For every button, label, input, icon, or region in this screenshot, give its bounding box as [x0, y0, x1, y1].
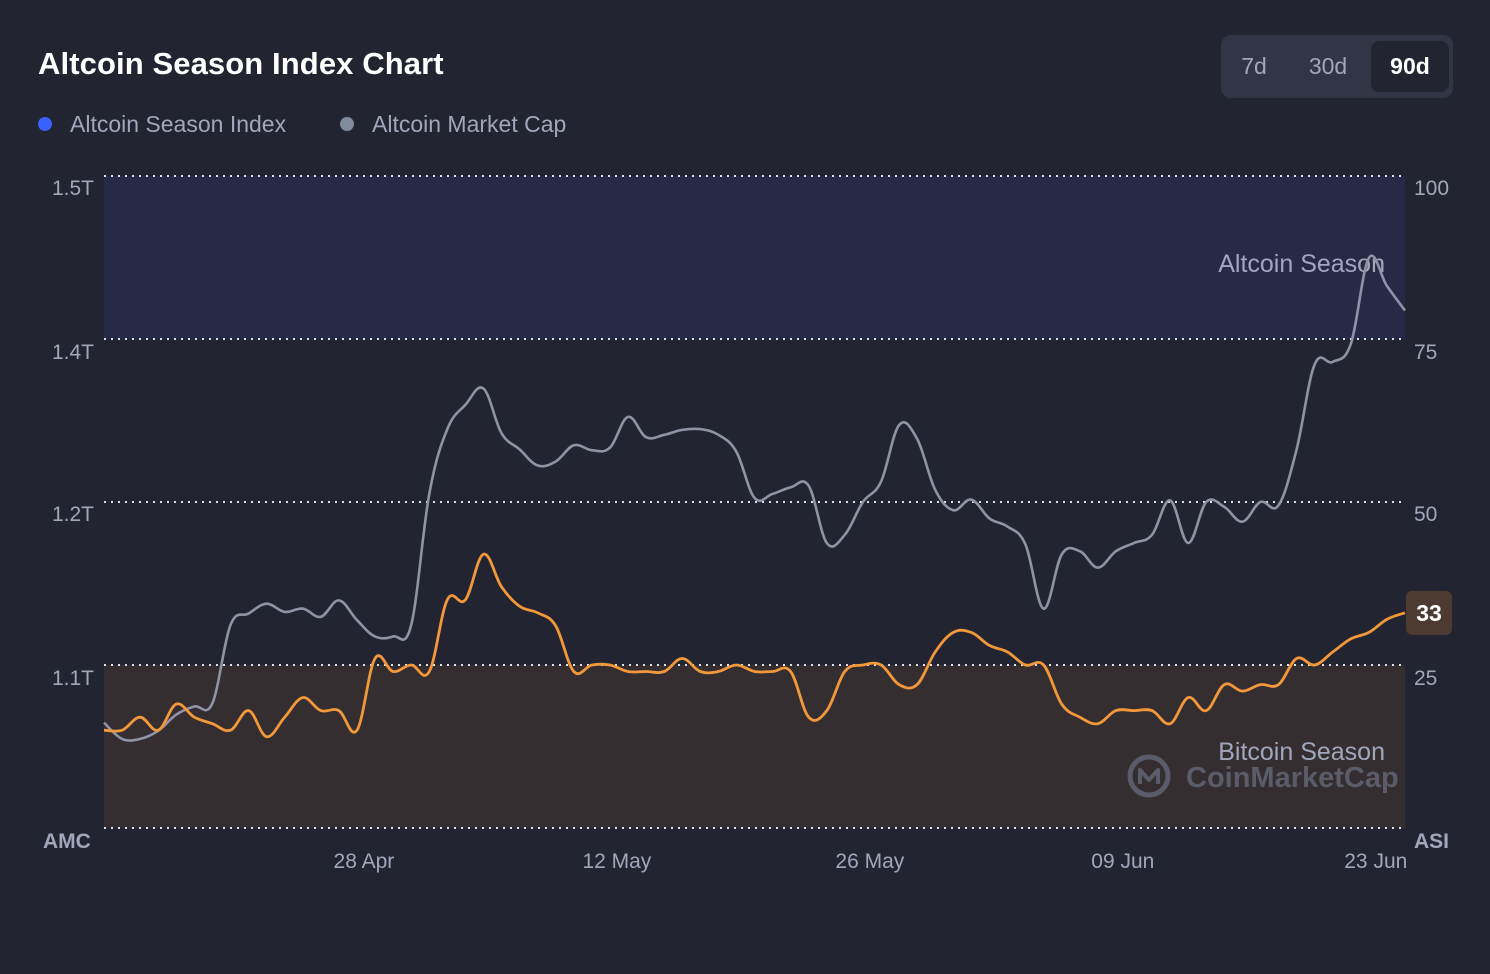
left-tick-label: 1.1T — [52, 667, 94, 690]
time-range-selector: 7d 30d 90d — [1221, 35, 1453, 98]
right-tick-label: 75 — [1414, 341, 1437, 364]
x-tick-label: 28 Apr — [334, 850, 395, 873]
range-7d-button[interactable]: 7d — [1241, 53, 1267, 79]
current-value-badge: 33 — [1406, 590, 1452, 635]
legend-label: Altcoin Market Cap — [372, 110, 567, 137]
altcoin-season-zone — [104, 176, 1405, 339]
x-tick-label: 12 May — [582, 850, 651, 873]
legend-dot-icon — [340, 117, 354, 131]
legend-label: Altcoin Season Index — [70, 110, 287, 137]
left-axis-title: AMC — [43, 830, 91, 853]
right-tick-label: 25 — [1414, 667, 1437, 690]
bitcoin-season-zone — [104, 665, 1405, 828]
legend-dot-icon — [38, 117, 52, 131]
legend-item-altcoin-season-index[interactable]: Altcoin Season Index — [38, 110, 286, 138]
right-axis-title: ASI — [1414, 830, 1449, 853]
left-tick-label: 1.4T — [52, 341, 94, 364]
left-tick-label: 1.2T — [52, 503, 94, 526]
bitcoin-season-label: Bitcoin Season — [1218, 738, 1385, 766]
legend-item-altcoin-market-cap[interactable]: Altcoin Market Cap — [340, 110, 566, 138]
x-tick-label: 09 Jun — [1091, 850, 1154, 873]
page-title: Altcoin Season Index Chart — [38, 46, 444, 81]
right-axis: 100 75 50 25 — [1414, 177, 1449, 690]
left-tick-label: 1.5T — [52, 177, 94, 200]
coinmarketcap-logo-icon — [1127, 754, 1171, 798]
x-axis: 28 Apr 12 May 26 May 09 Jun 23 Jun — [334, 850, 1408, 873]
range-30d-button[interactable]: 30d — [1308, 53, 1348, 79]
x-tick-label: 26 May — [835, 850, 904, 873]
altcoin-season-label: Altcoin Season — [1218, 250, 1385, 278]
right-tick-label: 100 — [1414, 177, 1449, 200]
watermark: CoinMarketCap — [1127, 754, 1399, 798]
right-tick-label: 50 — [1414, 503, 1437, 526]
x-tick-label: 23 Jun — [1344, 850, 1407, 873]
series-line-altcoin-season-index — [103, 552, 1406, 739]
watermark-text: CoinMarketCap — [1186, 762, 1399, 794]
range-90d-button[interactable]: 90d — [1371, 41, 1449, 92]
series-line-altcoin-market-cap — [103, 254, 1407, 742]
left-axis: 1.5T 1.4T 1.2T 1.1T — [52, 177, 94, 690]
current-value-text: 33 — [1416, 600, 1442, 626]
